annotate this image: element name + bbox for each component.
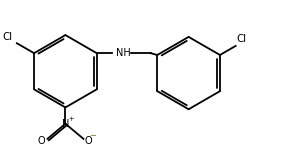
Text: N: N <box>62 119 69 129</box>
Text: NH: NH <box>116 48 130 58</box>
Text: O: O <box>38 136 45 146</box>
Text: Cl: Cl <box>3 32 13 42</box>
Text: −: − <box>89 132 96 141</box>
Text: +: + <box>69 116 74 122</box>
Text: Cl: Cl <box>236 35 246 44</box>
Text: O: O <box>85 136 93 146</box>
